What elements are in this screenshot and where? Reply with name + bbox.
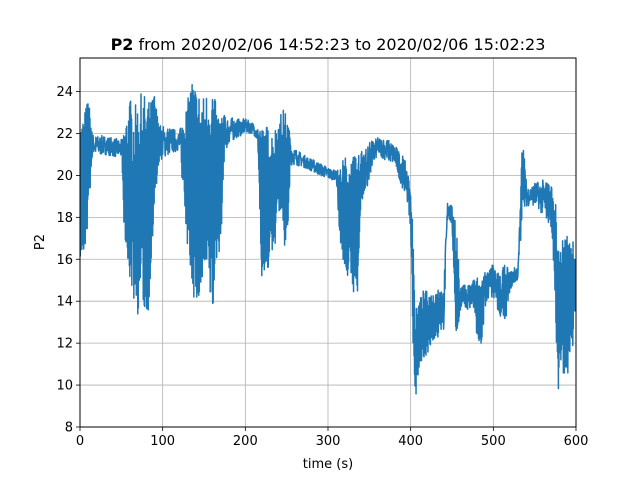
chart-title: P2 from 2020/02/06 14:52:23 to 2020/02/0… (111, 35, 546, 54)
y-axis-label: P2 (33, 234, 48, 250)
plot-area (80, 83, 576, 395)
x-tick-label: 300 (316, 434, 341, 449)
y-tick-label: 18 (56, 211, 73, 226)
x-axis-label: time (s) (303, 457, 353, 472)
ticks: 0 100 200 300 400 500 600 8 10 12 14 16 18 20 22 24 (56, 85, 588, 449)
series-line-P2 (80, 83, 576, 395)
y-tick-label: 24 (56, 85, 73, 100)
y-tick-label: 12 (56, 337, 73, 352)
chart-title-bold: P2 (111, 35, 134, 54)
y-tick-label: 14 (56, 295, 73, 310)
y-tick-label: 10 (56, 379, 73, 394)
y-tick-label: 8 (65, 421, 73, 436)
x-tick-label: 600 (564, 434, 589, 449)
y-tick-label: 22 (56, 127, 73, 142)
x-tick-label: 400 (398, 434, 423, 449)
x-tick-label: 100 (150, 434, 175, 449)
y-tick-label: 16 (56, 253, 73, 268)
x-tick-label: 200 (233, 434, 258, 449)
chart-title-rest: from 2020/02/06 14:52:23 to 2020/02/06 1… (133, 35, 545, 54)
x-tick-label: 500 (481, 434, 506, 449)
x-tick-label: 0 (76, 434, 84, 449)
y-tick-label: 20 (56, 169, 73, 184)
